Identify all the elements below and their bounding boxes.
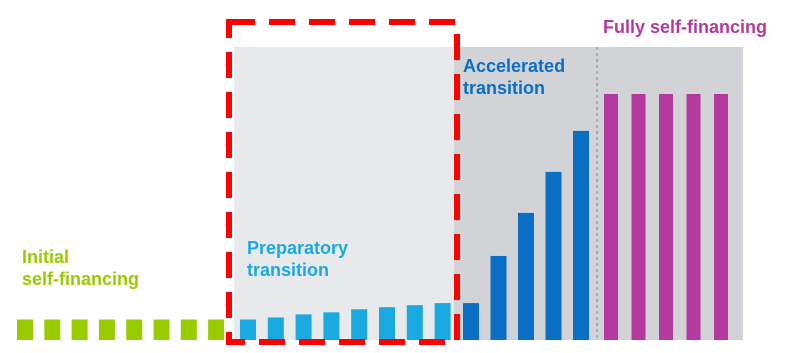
accel-bar [518,212,534,340]
initial-bar [44,319,61,340]
phase-label-line: self-financing [22,269,140,289]
prep-bar [323,312,340,340]
bars [17,94,728,340]
prep-bar [434,303,451,340]
phase-label-line: Initial [22,247,70,267]
initial-bar [17,319,33,340]
phase-label-initial: Initial self-financing [22,246,139,290]
prep-bar [240,319,256,340]
prep-bar [351,309,368,340]
initial-bar [208,319,225,340]
phase-label-fully: Fully self-financing [603,16,767,38]
phase-label-line: Preparatory [247,238,349,258]
preparatory-highlight-frame [226,19,460,345]
fully-bar [631,94,646,340]
phase-label-line: transition [463,78,546,98]
fully-bar [686,94,701,340]
prep-bar [267,317,284,340]
phase-label-accelerated: Accelerated transition [463,55,565,99]
initial-bar [180,319,197,340]
prep-bar [406,305,423,340]
prep-bar [295,314,312,340]
accel-bar [545,171,562,340]
initial-bar [98,319,115,340]
accel-bar [463,303,479,340]
fully-bar [604,94,618,340]
initial-bar [126,319,143,340]
preparatory-phase-background [234,47,454,340]
fully-bar [714,94,728,340]
prep-bar [379,307,395,340]
phase-label-line: Accelerated [463,56,566,76]
accel-bar [573,130,589,340]
phase-label-line: Fully self-financing [603,17,768,37]
initial-bar [153,319,170,340]
accel-bar [490,255,507,340]
initial-bar [71,319,88,340]
fully-bar [659,94,673,340]
phase-label-line: transition [247,260,330,280]
phase-label-preparatory: Preparatory transition [247,237,348,281]
